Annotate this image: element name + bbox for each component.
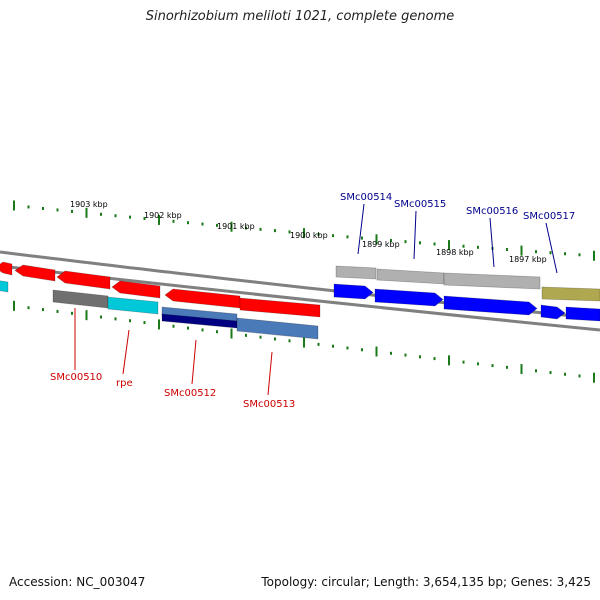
scale-label-1898: 1898 kbp (436, 248, 474, 257)
scale-label-1900: 1900 kbp (290, 231, 328, 240)
scale-label-1902: 1902 kbp (144, 211, 182, 220)
scale-ticks (13, 200, 595, 383)
gene-label-smc00517[interactable]: SMc00517 (523, 211, 575, 222)
gene-arrow-cyan (0, 280, 9, 293)
gene-arrow-blue (540, 304, 566, 320)
gene-arrow-red (0, 261, 13, 276)
gene-label-rpe[interactable]: rpe (116, 378, 133, 389)
gene-features (0, 203, 600, 396)
gene-labels: 1903 kbp 1902 kbp 1901 kbp 1900 kbp 1899… (50, 192, 575, 410)
scale-label-1899: 1899 kbp (362, 240, 400, 249)
accession-text: Accession: NC_003047 (9, 575, 146, 589)
gene-label-smc00514[interactable]: SMc00514 (340, 192, 392, 203)
gene-feature-grey (335, 265, 377, 280)
gene-label-smc00512[interactable]: SMc00512 (164, 388, 216, 399)
leader-line-smc00514 (357, 203, 365, 255)
leader-line-smc00517 (545, 222, 558, 274)
gene-arrow-red (14, 264, 56, 282)
gene-label-smc00513[interactable]: SMc00513 (243, 399, 295, 410)
leader-line-smc00513 (267, 351, 273, 396)
gene-arrow-blue (443, 295, 538, 316)
gene-feature-cyan (107, 296, 159, 315)
gene-label-smc00516[interactable]: SMc00516 (466, 206, 518, 217)
gene-feature-steelblue (236, 317, 319, 340)
leader-line-rpe (122, 329, 130, 375)
scale-label-1903: 1903 kbp (70, 200, 108, 209)
scale-label-1901: 1901 kbp (217, 222, 255, 231)
genome-summary-text: Topology: circular; Length: 3,654,135 bp… (261, 575, 591, 589)
gene-feature-grey (376, 268, 445, 285)
gene-arrow-red (239, 297, 321, 318)
gene-label-smc00515[interactable]: SMc00515 (394, 199, 446, 210)
leader-line-smc00512 (191, 339, 197, 385)
gene-arrow-blue (374, 288, 444, 307)
leader-line-smc00515 (413, 210, 417, 260)
gene-arrow-red (164, 288, 241, 309)
scale-label-1897: 1897 kbp (509, 255, 547, 264)
gene-arrow-red (56, 270, 111, 290)
gene-feature-grey (443, 272, 541, 290)
map-title: Sinorhizobium meliloti 1021, complete ge… (145, 9, 455, 24)
gene-feature-grey (52, 289, 109, 309)
gene-arrow-red (111, 280, 161, 299)
leader-line-smc00516 (489, 217, 495, 268)
gene-label-smc00510[interactable]: SMc00510 (50, 372, 102, 383)
gene-arrow-blue (333, 283, 374, 300)
gene-arrow-blue (565, 306, 600, 322)
gene-feature-olive (541, 286, 600, 302)
